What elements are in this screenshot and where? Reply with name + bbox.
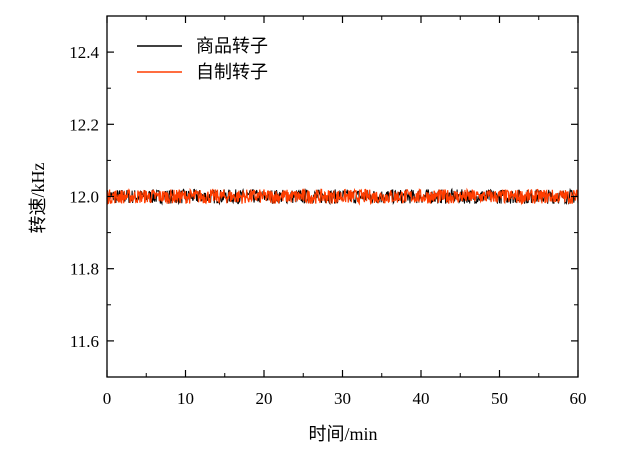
series-layer [106,187,579,206]
x-tick-label: 30 [334,389,351,408]
y-tick-label: 11.6 [70,332,99,351]
ticks-layer: 0 10 20 30 40 50 60 11.6 11.8 12.0 12.2 12.4 [69,15,587,408]
y-tick-label: 12.2 [69,115,99,134]
y-axis-title: 转速/kHz [28,163,48,234]
x-tick-label: 10 [177,389,194,408]
y-tick-label: 12.4 [69,43,99,62]
y-tick-label: 12.0 [69,188,99,207]
series-line-2 [106,187,579,206]
legend-label-2: 自制转子 [196,62,268,82]
y-tick-label: 11.8 [70,260,99,279]
x-axis-title: 时间/min [308,424,377,444]
x-tick-label: 0 [103,389,112,408]
legend-label-1: 商品转子 [196,36,268,56]
x-tick-label: 40 [413,389,430,408]
x-tick-label: 20 [256,389,273,408]
x-tick-label: 60 [570,389,587,408]
x-tick-label: 50 [491,389,508,408]
